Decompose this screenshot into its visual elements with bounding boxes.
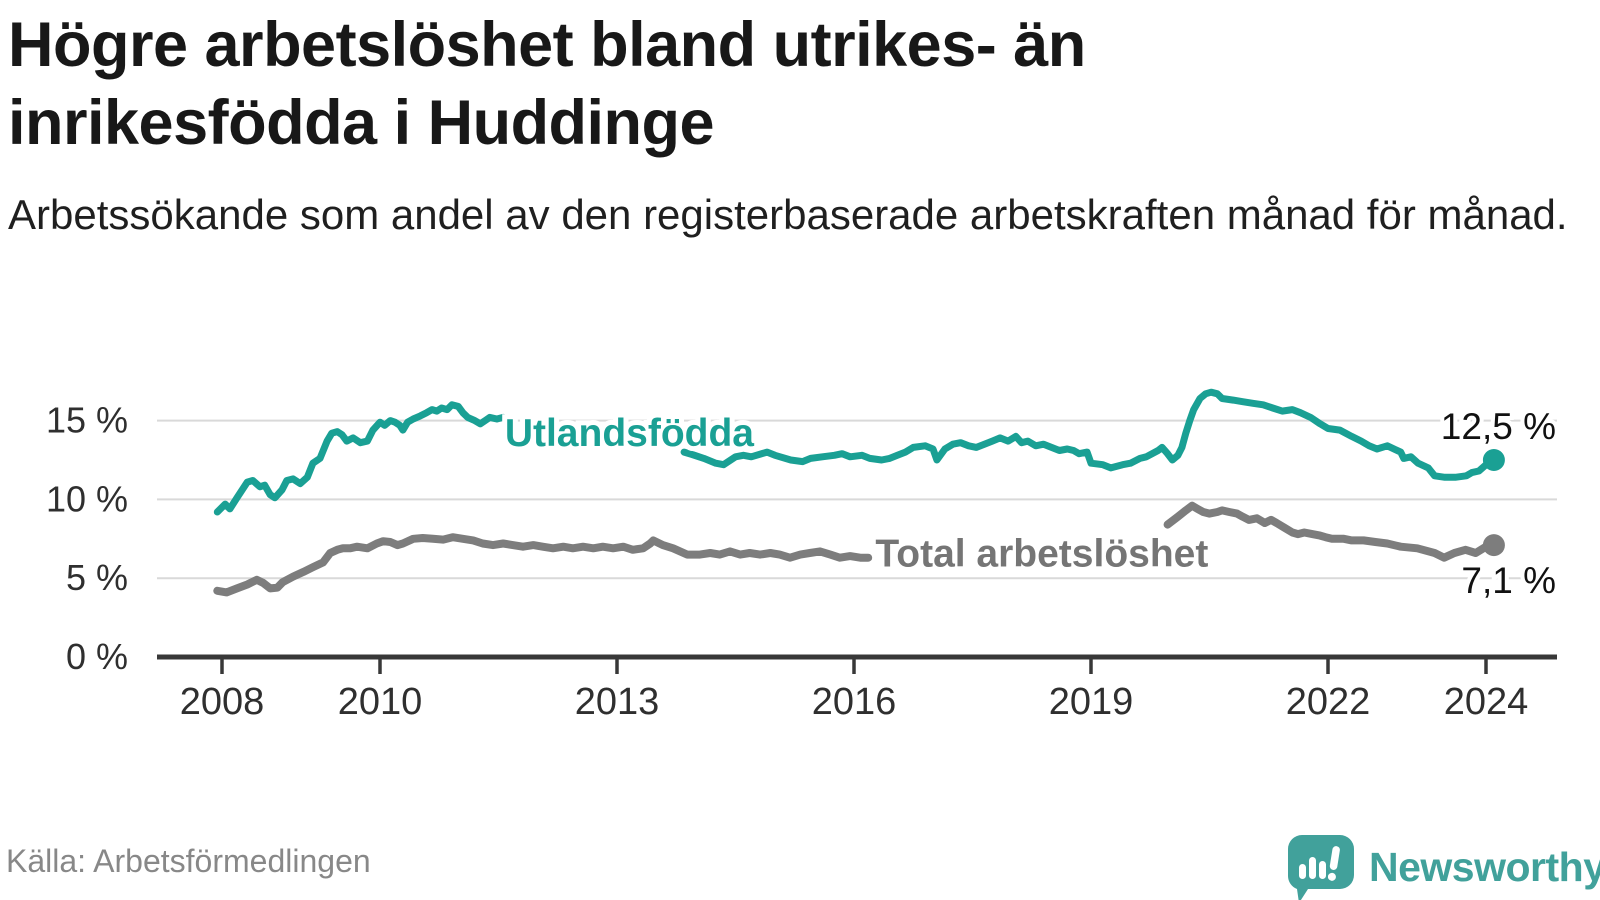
x-axis-label-2022: 2022 (1286, 681, 1371, 723)
series-line-utlandsfodda-seg2 (680, 388, 1498, 481)
logo-exclamation-icon (1327, 846, 1340, 881)
series-inline-label-utlandsfodda: Utlandsfödda (505, 412, 754, 455)
x-axis-label-2019: 2019 (1049, 681, 1134, 723)
brand-wordmark: Newsworthy (1369, 843, 1600, 890)
series-end-value-total: 7,1 % (1461, 560, 1556, 601)
logo-bar-chart-icon (1299, 846, 1340, 881)
series-line-utlandsfodda-seg1 (213, 401, 507, 516)
chart-subtitle: Arbetssökande som andel av den registerb… (8, 191, 1568, 238)
title-line-2: inrikesfödda i Huddinge (8, 88, 715, 158)
y-axis-label-10: 10 % (46, 478, 128, 519)
newsworthy-logo-icon (1288, 835, 1354, 900)
series-end-dot-total (1482, 534, 1505, 557)
series-end-dot-utlandsfodda (1482, 449, 1505, 471)
y-axis-label-15: 15 % (46, 400, 128, 441)
title-line-1: Högre arbetslöshet bland utrikes- än (8, 10, 1086, 80)
branding: Newsworthy (1286, 833, 1600, 900)
x-axis-label-2016: 2016 (812, 681, 897, 723)
x-axis-label-2013: 2013 (575, 681, 660, 723)
x-axis-label-2024: 2024 (1444, 681, 1529, 723)
y-axis-label-0: 0 % (66, 636, 128, 677)
source-note: Källa: Arbetsförmedlingen (6, 843, 371, 879)
series-line-total-seg1 (213, 533, 873, 597)
series-end-value-utlandsfodda: 12,5 % (1441, 406, 1556, 447)
series-inline-label-total: Total arbetslöshet (875, 532, 1208, 575)
x-axis-label-2010: 2010 (338, 681, 423, 723)
series-line-total-seg2 (1163, 501, 1498, 562)
x-axis-label-2008: 2008 (180, 681, 265, 723)
page-title: Högre arbetslöshet bland utrikes- än inr… (8, 6, 1408, 162)
y-axis-label-5: 5 % (66, 557, 128, 598)
